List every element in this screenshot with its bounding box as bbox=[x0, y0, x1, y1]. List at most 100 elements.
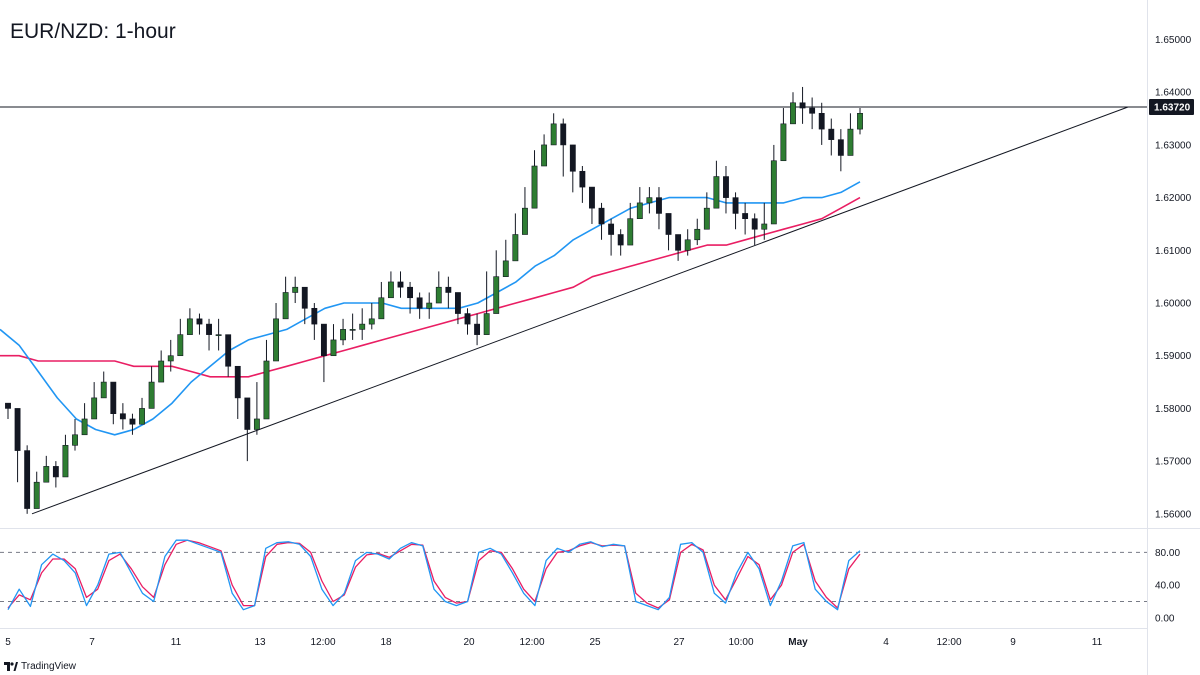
candle-down bbox=[14, 408, 21, 451]
candle-up bbox=[359, 323, 366, 330]
candle-down bbox=[474, 323, 481, 335]
price-tick-label: 1.62000 bbox=[1155, 193, 1192, 204]
brand-label: TradingView bbox=[21, 661, 77, 672]
axes: 1.56000 1.57000 1.58000 1.59000 1.60000 1.610… bbox=[5, 35, 1194, 648]
candle-up bbox=[273, 318, 279, 362]
time-tick-label: 9 bbox=[1010, 637, 1016, 648]
candle-up bbox=[263, 360, 270, 420]
time-tick-label: 25 bbox=[589, 637, 601, 648]
tradingview-logo[interactable]: TradingView bbox=[4, 661, 76, 672]
stochastic-tick-label: 40.00 bbox=[1155, 581, 1180, 592]
candle-down bbox=[464, 313, 471, 325]
candle-down bbox=[742, 213, 749, 220]
candle-up bbox=[627, 218, 634, 246]
candle-up bbox=[340, 329, 346, 341]
candle-up bbox=[167, 355, 174, 362]
candle-up bbox=[550, 123, 557, 146]
candle-down bbox=[234, 365, 241, 399]
candle-down bbox=[732, 197, 739, 214]
time-tick-label: 12:00 bbox=[310, 637, 335, 648]
candle-down bbox=[675, 234, 682, 251]
candle-up bbox=[91, 397, 98, 420]
time-tick-label: 12:00 bbox=[519, 637, 544, 648]
candle-up bbox=[33, 481, 40, 509]
candle-down bbox=[454, 292, 461, 314]
candle-down bbox=[665, 213, 672, 235]
candle-down bbox=[397, 281, 404, 288]
slow-moving-average-line bbox=[0, 196, 861, 378]
stochastic-d-line bbox=[7, 539, 861, 609]
time-tick-label: 11 bbox=[1092, 637, 1103, 648]
candle-up bbox=[368, 318, 375, 325]
candle-up bbox=[62, 445, 69, 478]
candle-up bbox=[435, 286, 442, 304]
ascending-trendline bbox=[31, 106, 1129, 515]
candle-up bbox=[215, 334, 222, 336]
candle-up bbox=[636, 202, 643, 220]
candle-up bbox=[483, 313, 490, 335]
candle-down bbox=[320, 323, 327, 357]
candle-up bbox=[292, 286, 299, 293]
time-tick-label: 10:00 bbox=[728, 637, 753, 648]
tradingview-icon bbox=[4, 662, 18, 671]
price-tick-label: 1.59000 bbox=[1155, 351, 1192, 362]
candle-down bbox=[837, 139, 844, 156]
stochastic-k-line bbox=[7, 539, 861, 611]
candle-up bbox=[81, 418, 88, 436]
candle-up bbox=[426, 302, 433, 309]
candle-down bbox=[656, 197, 662, 214]
time-tick-label: 7 bbox=[89, 637, 95, 648]
candle-down bbox=[129, 418, 136, 425]
price-pane bbox=[0, 86, 1147, 515]
candle-up bbox=[148, 381, 155, 409]
candle-up bbox=[684, 239, 691, 251]
candle-down bbox=[110, 381, 117, 414]
candle-up bbox=[646, 197, 653, 204]
candle-down bbox=[196, 318, 203, 325]
stochastic-pane bbox=[0, 539, 1147, 611]
candle-down bbox=[723, 176, 729, 198]
candle-down bbox=[311, 307, 318, 325]
candle-down bbox=[225, 334, 232, 367]
candle-up bbox=[139, 408, 145, 425]
candle-up bbox=[512, 234, 519, 262]
stochastic-tick-label: 80.00 bbox=[1155, 548, 1180, 559]
candle-up bbox=[158, 360, 165, 383]
time-tick-label: 11 bbox=[171, 637, 182, 648]
candle-down bbox=[608, 223, 615, 235]
candle-up bbox=[857, 113, 863, 130]
time-tick-label: 27 bbox=[673, 637, 685, 648]
price-tick-label: 1.58000 bbox=[1155, 404, 1192, 415]
candle-up bbox=[330, 339, 337, 357]
candle-down bbox=[52, 466, 59, 478]
candle-down bbox=[244, 397, 251, 430]
candle-down bbox=[589, 186, 595, 209]
candle-down bbox=[416, 297, 423, 309]
candle-up bbox=[282, 292, 289, 320]
candle-down bbox=[206, 323, 212, 335]
candle-down bbox=[751, 218, 758, 230]
candle-down bbox=[445, 286, 452, 293]
time-tick-label: 20 bbox=[463, 637, 475, 648]
price-tick-label: 1.56000 bbox=[1155, 509, 1192, 520]
candle-down bbox=[828, 128, 835, 140]
time-tick-label: 12:00 bbox=[936, 637, 961, 648]
stochastic-tick-label: 0.00 bbox=[1155, 613, 1175, 624]
candle-up bbox=[502, 260, 509, 277]
candle-up bbox=[713, 176, 720, 209]
candle-up bbox=[522, 207, 528, 235]
price-label-badge bbox=[1149, 98, 1194, 115]
candle-up bbox=[378, 297, 385, 320]
time-tick-label: 13 bbox=[254, 637, 266, 648]
price-tick-label: 1.61000 bbox=[1155, 246, 1192, 257]
candle-up bbox=[177, 334, 184, 357]
candle-up bbox=[349, 329, 356, 331]
candle-down bbox=[24, 450, 31, 509]
candle-down bbox=[407, 286, 414, 299]
price-tick-label: 1.57000 bbox=[1155, 457, 1192, 468]
time-tick-label: 4 bbox=[883, 637, 889, 648]
candle-up bbox=[770, 160, 777, 225]
candle-down bbox=[818, 113, 825, 130]
